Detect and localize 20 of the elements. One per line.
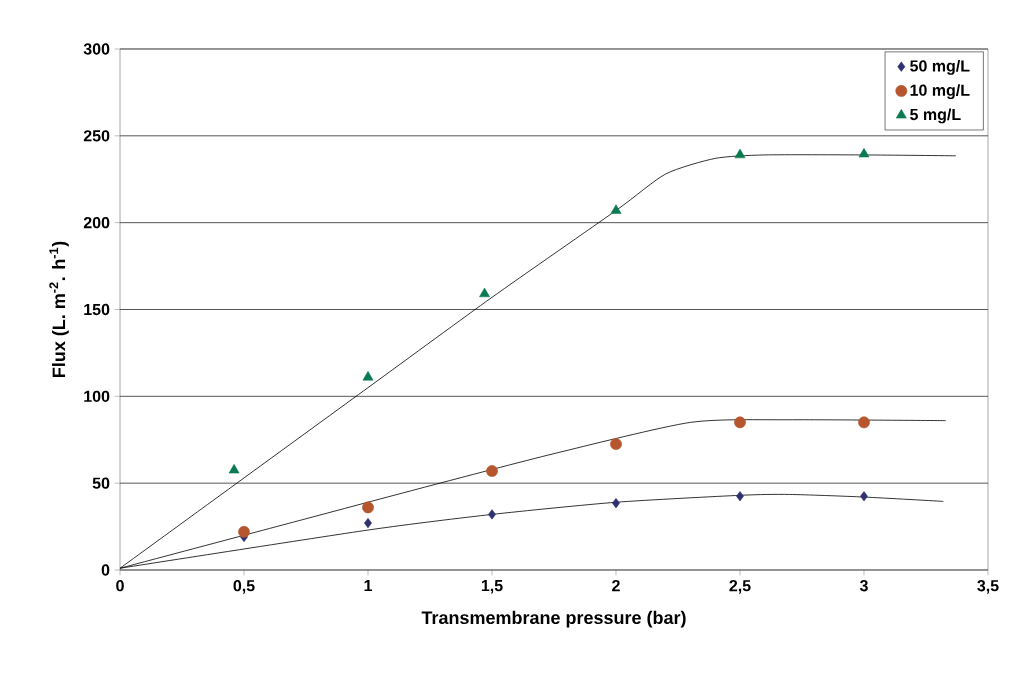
y-tick-label: 50 (92, 477, 110, 489)
x-tick-label: 2,5 (729, 580, 751, 594)
x-tick-label: 1,5 (481, 580, 503, 594)
y-tick-label: 200 (83, 217, 110, 229)
x-tick-label: 3,5 (977, 580, 999, 594)
legend-label: 10 mg/L (910, 84, 970, 100)
legend-label: 5 mg/L (910, 108, 961, 124)
y-tick-label: 250 (83, 130, 110, 142)
y-tick-label: 100 (84, 390, 110, 402)
x-tick-label: 1 (364, 580, 372, 592)
y-tick-label: 150 (84, 303, 110, 316)
y-tick-label: 0 (101, 564, 110, 576)
x-tick-label: 2 (612, 580, 620, 592)
y-tick-label: 300 (83, 43, 110, 55)
y-axis-title: Flux (L. m$^{-2}$. h$^{-1}$) (49, 241, 69, 377)
x-tick-label: 3 (859, 580, 868, 592)
x-tick-label: 0 (116, 580, 124, 592)
legend-label: 50 mg/L (910, 59, 970, 75)
x-tick-label: 0,5 (233, 580, 255, 594)
x-axis-title: Transmembrane pressure (bar) (421, 610, 686, 628)
